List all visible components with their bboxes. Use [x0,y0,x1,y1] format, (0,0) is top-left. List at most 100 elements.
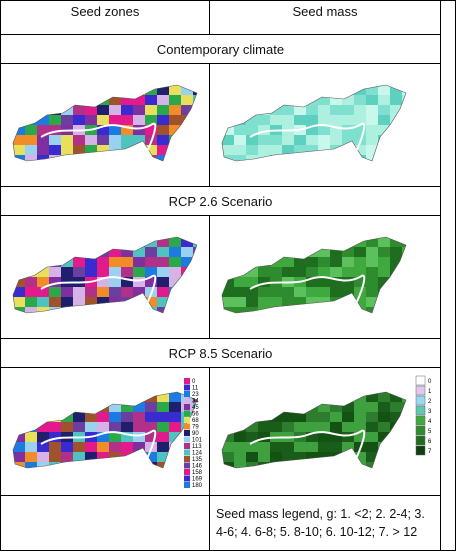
region [294,115,307,126]
region [13,125,14,136]
region [37,451,50,463]
region [222,267,235,278]
region [181,115,194,126]
region [193,145,197,156]
mass-map-cell: 0 1 2 3 4 5 6 7 [209,367,441,496]
region [306,105,319,116]
region [133,85,146,86]
region [402,135,406,146]
region [366,287,379,298]
region [318,257,331,268]
region [109,237,122,248]
region [318,247,331,258]
region [169,451,182,463]
region [270,247,283,258]
region [85,391,98,403]
country-outline [12,84,198,162]
region [73,421,86,433]
region [270,401,283,413]
region [97,421,110,433]
region [222,237,235,238]
region [294,451,307,463]
region [73,441,86,453]
region [234,257,247,268]
region [37,267,50,278]
region [318,391,331,393]
region [354,391,367,393]
region [246,401,259,413]
region [85,165,98,176]
region [222,145,223,156]
region [270,287,283,298]
region [306,145,319,156]
region [306,372,319,383]
region [246,391,259,393]
region [73,247,86,258]
region [49,401,62,413]
region [402,267,406,278]
legend-label: 146 [192,463,203,469]
region [390,247,403,258]
region [222,65,235,76]
region [306,277,319,288]
region [73,391,86,393]
region [49,267,62,278]
region [222,472,235,483]
region [25,401,38,413]
region [306,135,319,146]
region [181,257,194,268]
region [222,401,235,413]
region [13,391,14,403]
region [306,317,319,328]
region [258,287,271,298]
region [121,307,134,313]
region [318,441,331,453]
region [246,65,259,76]
region [234,145,247,156]
region [169,317,182,328]
region [306,401,319,413]
region [354,165,367,176]
region [294,135,307,146]
region [85,115,98,126]
zones-map-cell [0,63,210,187]
legend-swatch [415,435,426,445]
region [109,401,122,413]
region [73,401,86,413]
region [13,237,26,238]
region [13,431,26,443]
region [13,267,14,278]
region [25,391,38,393]
region [133,421,146,433]
region [366,421,379,433]
region [390,472,403,483]
region [13,431,14,443]
region [390,237,403,238]
region [318,85,331,86]
region [282,155,295,161]
country-outline [221,391,407,468]
region [13,277,14,288]
region [133,145,146,156]
region [354,431,367,443]
region [85,247,98,258]
region [342,105,355,116]
region [145,85,158,86]
region [121,165,134,176]
legend-swatch [415,395,426,405]
region [210,65,223,76]
region [366,277,379,288]
region [234,217,247,228]
region [13,217,26,228]
region [61,65,74,76]
region [330,155,343,161]
region [306,257,319,268]
region [390,65,403,76]
region [25,441,38,453]
legend-swatch [184,436,190,442]
region [258,391,271,393]
region [25,237,38,238]
region [121,472,134,483]
region [258,115,271,126]
region [85,125,98,136]
